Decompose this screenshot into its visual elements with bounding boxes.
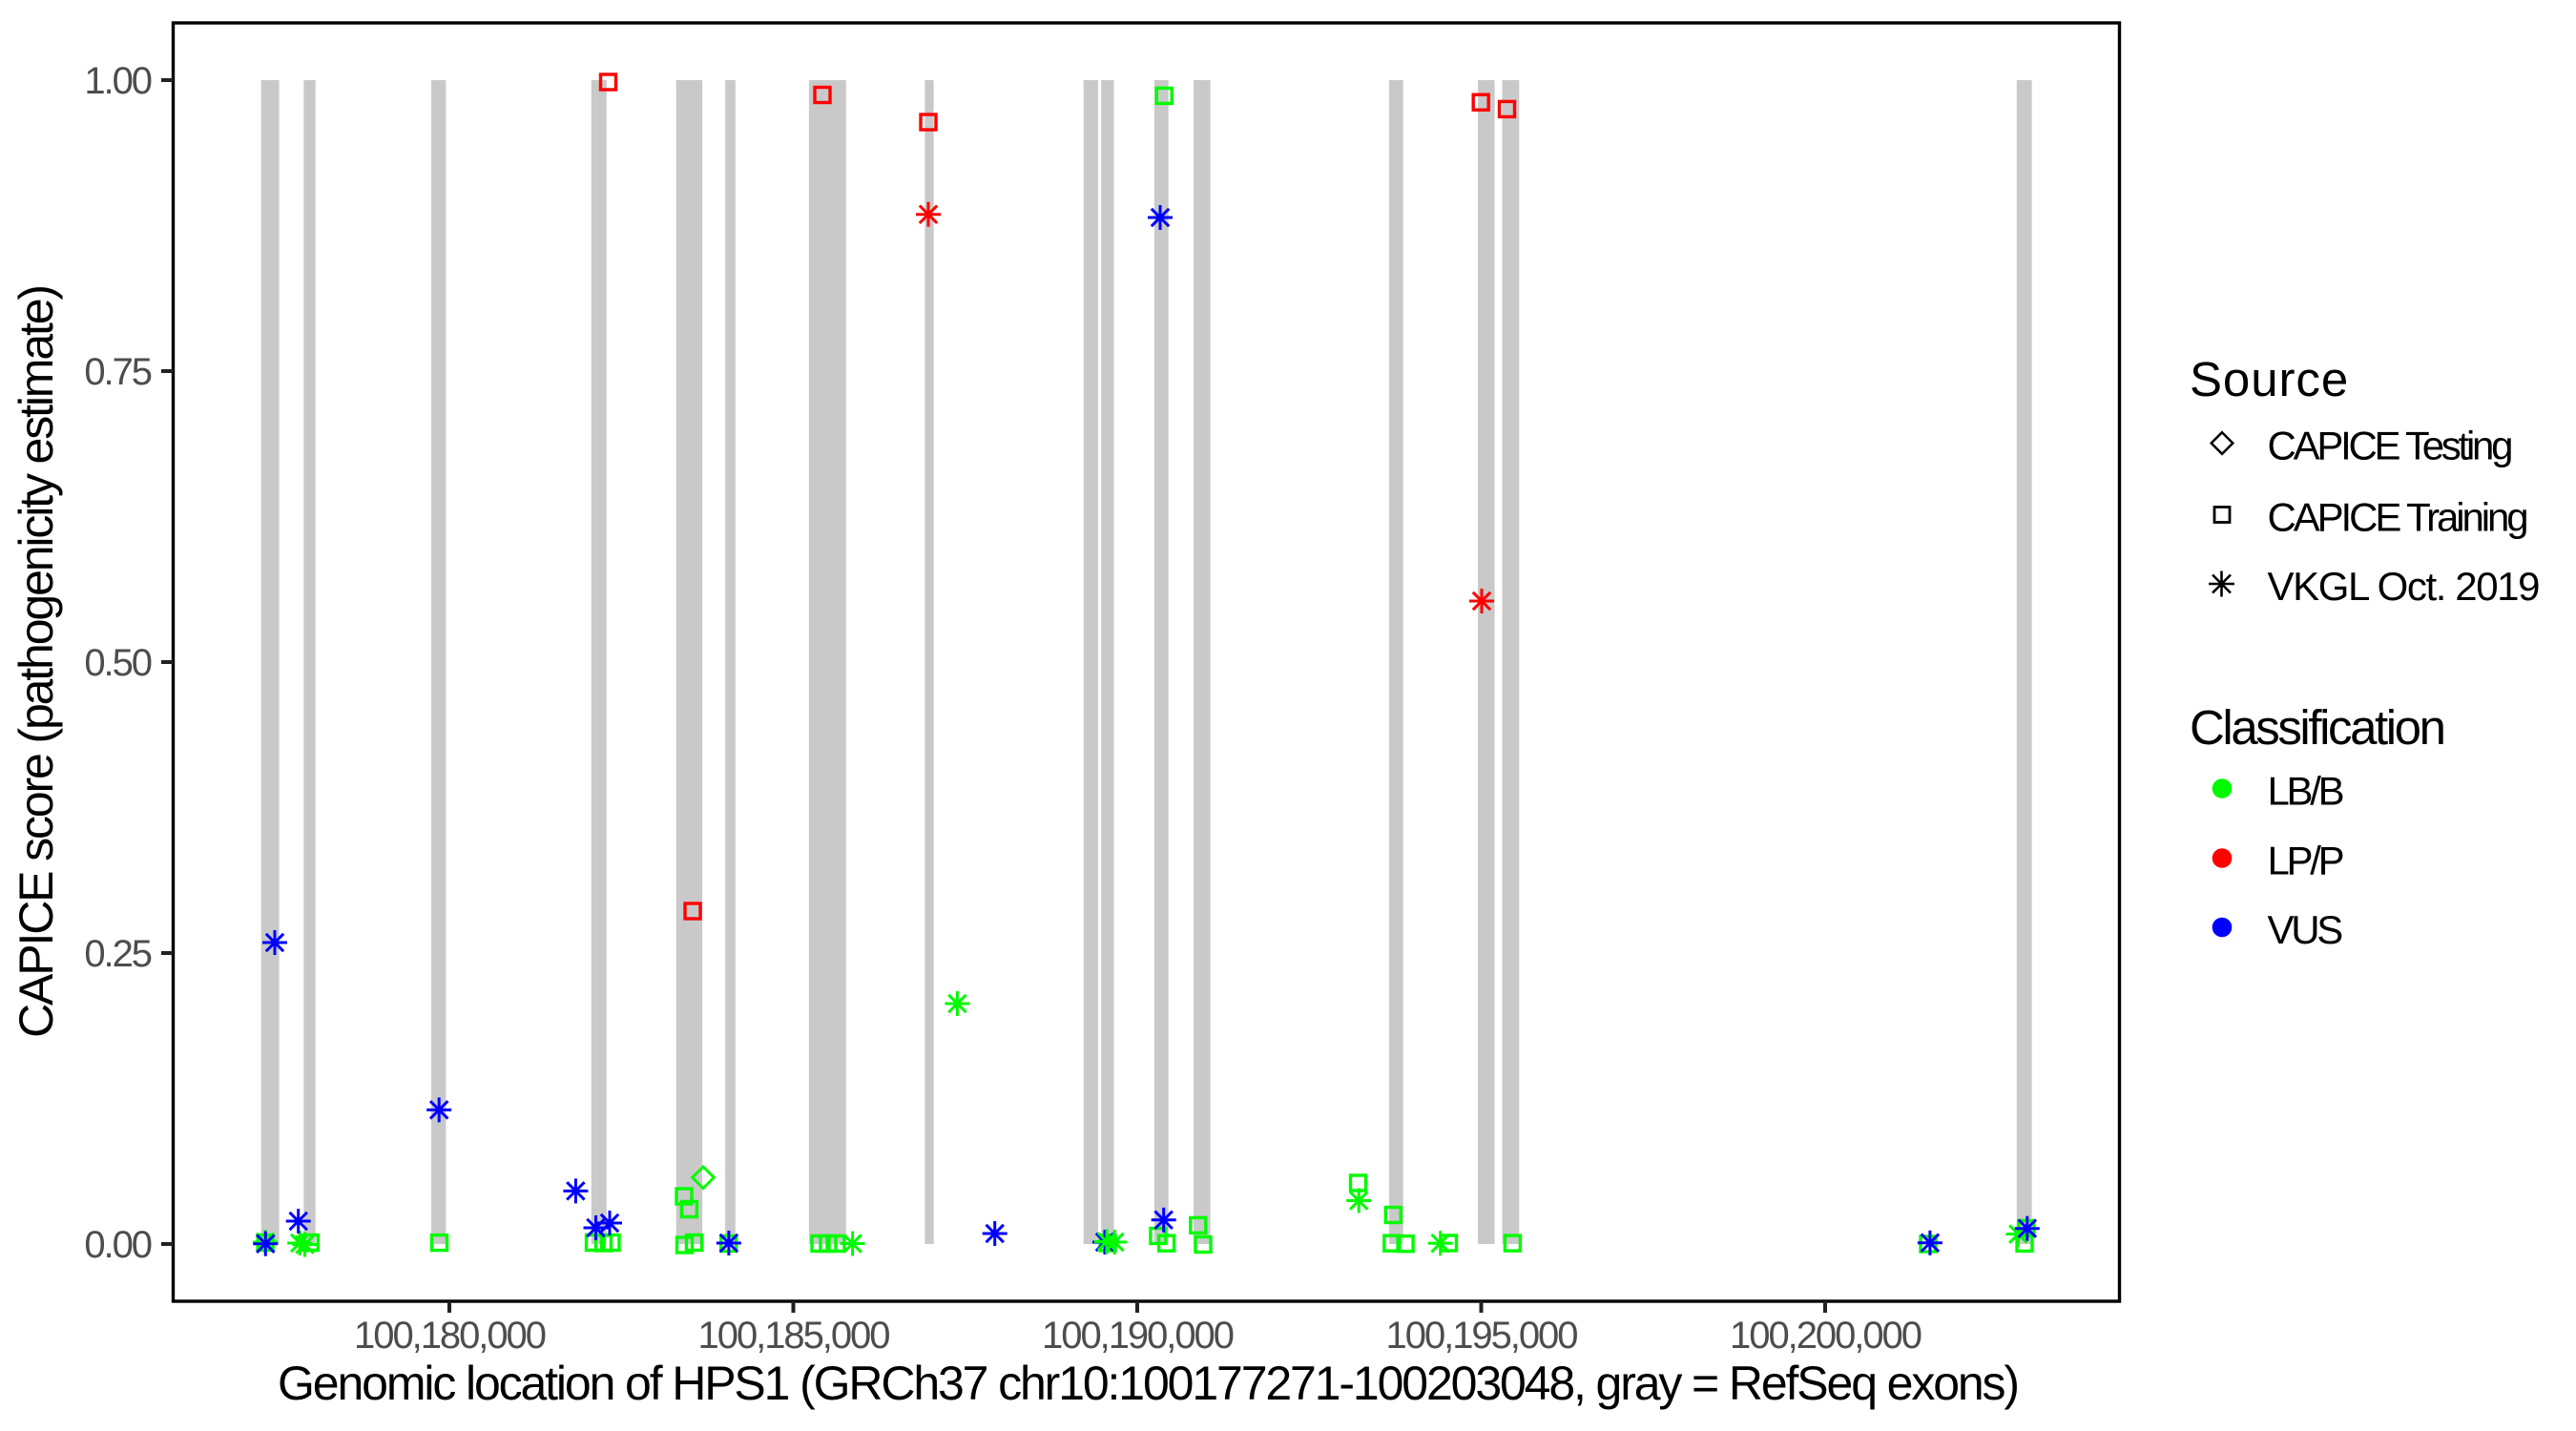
svg-text:0.75: 0.75 [84,351,151,393]
svg-text:100,200,000: 100,200,000 [1730,1315,1922,1357]
svg-text:VUS: VUS [2268,907,2343,952]
svg-text:100,180,000: 100,180,000 [354,1315,546,1357]
svg-text:VKGL Oct. 2019: VKGL Oct. 2019 [2268,564,2540,609]
svg-text:CAPICE Testing: CAPICE Testing [2268,424,2512,468]
svg-text:Source: Source [2190,352,2349,406]
svg-text:100,190,000: 100,190,000 [1042,1315,1234,1357]
svg-text:Genomic location of HPS1 (GRCh: Genomic location of HPS1 (GRCh37 chr10:1… [278,1357,2018,1410]
svg-text:1.00: 1.00 [84,60,151,102]
svg-text:LB/B: LB/B [2268,769,2343,814]
svg-text:0.00: 0.00 [84,1224,151,1266]
svg-text:Classification: Classification [2190,700,2444,755]
svg-text:CAPICE score (pathogenicity es: CAPICE score (pathogenicity estimate) [10,286,63,1038]
svg-text:LP/P: LP/P [2268,839,2343,883]
svg-text:100,195,000: 100,195,000 [1386,1315,1578,1357]
svg-text:0.25: 0.25 [84,933,151,975]
svg-text:CAPICE Training: CAPICE Training [2268,495,2527,540]
svg-text:100,185,000: 100,185,000 [698,1315,890,1357]
svg-text:0.50: 0.50 [84,642,151,684]
